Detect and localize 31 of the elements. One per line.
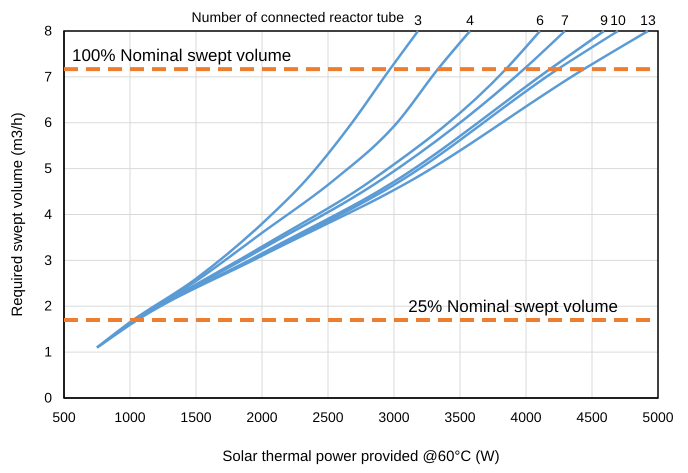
series-label: 10 <box>610 12 626 28</box>
x-tick-label: 2000 <box>246 408 278 425</box>
y-tick-label: 7 <box>44 68 52 84</box>
x-tick-label: 4000 <box>510 408 542 425</box>
x-tick-label: 3000 <box>378 408 410 425</box>
series-label: 3 <box>414 12 422 28</box>
y-tick-label: 6 <box>44 114 52 130</box>
y-tick-label: 5 <box>44 160 52 176</box>
ref-line-label: 25% Nominal swept volume <box>408 297 618 316</box>
y-tick-label: 8 <box>44 22 52 38</box>
y-tick-label: 3 <box>44 252 52 268</box>
y-axis-title: Required swept volume (m3/h) <box>9 112 26 317</box>
x-tick-label: 5000 <box>642 408 674 425</box>
ref-line-label: 100% Nominal swept volume <box>72 46 292 66</box>
x-tick-label: 1500 <box>180 408 212 425</box>
x-tick-label: 1000 <box>114 408 146 425</box>
series-label: 4 <box>466 12 474 28</box>
series-label: 9 <box>600 12 608 28</box>
x-tick-label: 2500 <box>312 408 344 425</box>
y-tick-label: 4 <box>44 206 52 222</box>
text: Number of connected reactor tube <box>192 9 404 25</box>
x-axis-title: Solar thermal power provided @60°C (W) <box>222 448 500 465</box>
series-label: 7 <box>561 12 570 28</box>
series-label: 6 <box>536 12 544 28</box>
series-label: 13 <box>640 12 656 28</box>
x-tick-label: 500 <box>52 408 76 425</box>
y-tick-label: 1 <box>44 344 52 360</box>
y-tick-label: 2 <box>44 298 52 314</box>
x-tick-label: 4500 <box>576 408 608 425</box>
y-tick-label: 0 <box>44 389 52 406</box>
x-tick-label: 3500 <box>444 408 476 425</box>
